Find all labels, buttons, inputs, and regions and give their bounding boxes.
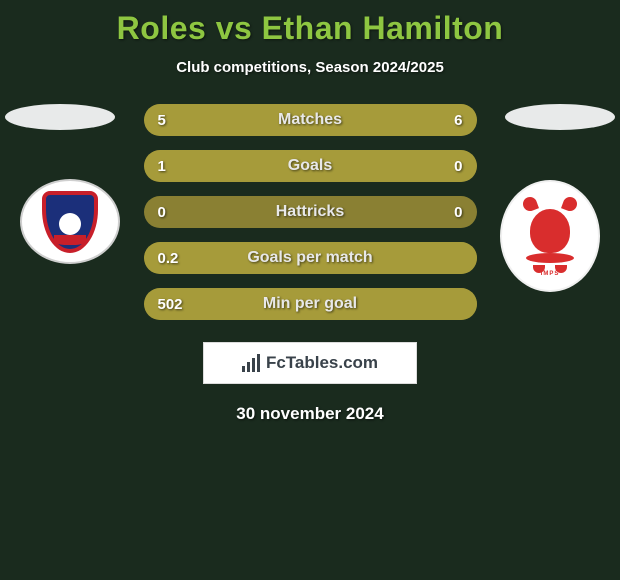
club-crest-right-icon: IMPS (515, 197, 585, 275)
player-right-ellipse-icon (505, 104, 615, 130)
stat-label: Goals (144, 157, 477, 175)
stat-row: 502Min per goal (144, 288, 477, 320)
stat-label: Goals per match (144, 249, 477, 267)
player-left-ellipse-icon (5, 104, 115, 130)
stat-value-right: 0 (454, 158, 462, 175)
stat-label: Matches (144, 111, 477, 129)
stat-value-right: 0 (454, 204, 462, 221)
subtitle: Club competitions, Season 2024/2025 (0, 59, 620, 76)
stat-label: Hattricks (144, 203, 477, 221)
barchart-icon (242, 354, 260, 372)
club-crest-left-icon (42, 191, 98, 253)
stat-value-right: 6 (454, 112, 462, 129)
stat-row: 5Matches6 (144, 104, 477, 136)
comparison-panel: IMPS 5Matches61Goals00Hattricks00.2Goals… (0, 104, 620, 424)
stats-bars: 5Matches61Goals00Hattricks00.2Goals per … (144, 104, 477, 320)
brand-text: FcTables.com (266, 353, 378, 373)
stat-label: Min per goal (144, 295, 477, 313)
stat-row: 0.2Goals per match (144, 242, 477, 274)
page-title: Roles vs Ethan Hamilton (0, 0, 620, 47)
club-badge-left (20, 179, 120, 264)
stat-row: 0Hattricks0 (144, 196, 477, 228)
club-badge-right: IMPS (500, 180, 600, 292)
brand-logo: FcTables.com (203, 342, 417, 384)
date-text: 30 november 2024 (0, 404, 620, 424)
stat-row: 1Goals0 (144, 150, 477, 182)
